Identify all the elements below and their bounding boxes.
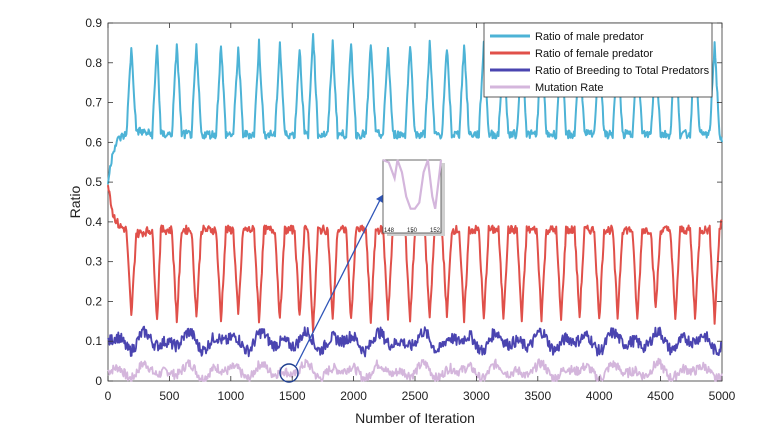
- y-ticks: 0 0.1 0.2 0.3 0.4 0.5 0.6 0.7 0.8 0.9: [85, 16, 722, 388]
- y-tick-label: 0.8: [85, 56, 102, 70]
- highlight-ellipse: [279, 363, 299, 383]
- legend-items: Ratio of male predator Ratio of female pr…: [490, 31, 710, 94]
- x-tick-label: 5000: [709, 389, 736, 403]
- legend: Ratio of male predator Ratio of female pr…: [483, 22, 713, 98]
- x-tick-label: 0: [105, 389, 112, 403]
- legend-label-3: Ratio of Breeding to Total Predators: [535, 65, 710, 77]
- x-tick-label: 2500: [402, 389, 429, 403]
- x-tick-label: 4500: [647, 389, 674, 403]
- x-tick-label: 2000: [340, 389, 367, 403]
- y-tick-label: 0.4: [85, 215, 102, 229]
- legend-label-4: Mutation Rate: [535, 82, 603, 94]
- x-tick-label: 4000: [586, 389, 613, 403]
- series-line-2: [107, 185, 723, 333]
- inset-series-line: [382, 158, 443, 210]
- series-layer: [107, 33, 723, 382]
- y-axis-label: Ratio: [67, 185, 83, 218]
- zoom-arrow-line: [295, 199, 381, 367]
- inset-series: [382, 158, 443, 210]
- y-tick-label: 0: [95, 374, 102, 388]
- y-tick-label: 0.6: [85, 135, 102, 149]
- legend-label-2: Ratio of female predator: [535, 48, 653, 60]
- x-ticks: 0 500 1000 1500 2000 2500 3000 3500 4000 4500 5000: [105, 23, 736, 403]
- y-tick-label: 0.1: [85, 334, 102, 348]
- inset-tick-label: 150: [407, 228, 418, 234]
- zoom-arrow-head: [376, 194, 384, 203]
- x-axis-label: Number of Iteration: [355, 410, 475, 426]
- x-tick-label: 3000: [463, 389, 490, 403]
- inset-zoom: 148 150 152: [382, 158, 445, 236]
- y-tick-label: 0.7: [85, 96, 102, 110]
- x-tick-label: 1000: [217, 389, 244, 403]
- inset-tick-label: 152: [430, 228, 441, 234]
- x-tick-label: 3500: [524, 389, 551, 403]
- y-tick-label: 0.3: [85, 255, 102, 269]
- x-tick-label: 500: [159, 389, 179, 403]
- series-line-4: [107, 357, 723, 382]
- inset-tick-label: 148: [384, 228, 395, 234]
- y-tick-label: 0.9: [85, 16, 102, 30]
- legend-label-1: Ratio of male predator: [535, 31, 644, 43]
- series-line-3: [107, 325, 723, 358]
- y-tick-label: 0.2: [85, 294, 102, 308]
- inset-ticks: 148 150 152: [382, 228, 442, 234]
- x-tick-label: 1500: [279, 389, 306, 403]
- y-tick-label: 0.5: [85, 175, 102, 189]
